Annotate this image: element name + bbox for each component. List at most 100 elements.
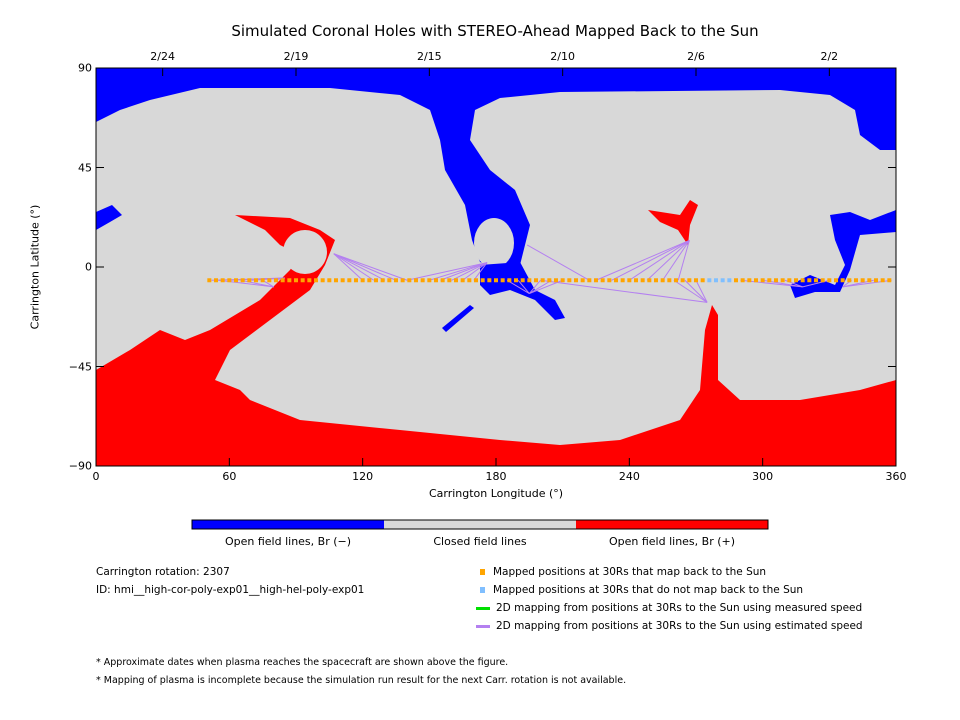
estimated-speed-mapping-line [673, 279, 708, 303]
estimated-speed-mapping-line [333, 253, 397, 281]
mapped-back-point [634, 278, 638, 283]
estimated-speed-mapping-line [473, 262, 488, 281]
mapped-back-point [527, 278, 532, 283]
date-tick-label: 2/6 [687, 50, 705, 63]
y-axis-label: Carrington Latitude (°) [28, 204, 42, 330]
mapped-back-point [807, 278, 812, 283]
mapped-back-point [520, 278, 525, 283]
not-mapped-point [727, 278, 732, 283]
colorbar-closed [384, 520, 576, 529]
mapped-back-point [274, 278, 278, 283]
mapped-back-point [434, 278, 438, 283]
estimated-speed-mapping-line [506, 279, 530, 294]
estimated-speed-mapping-line [517, 279, 530, 294]
estimated-speed-mapping-line [440, 262, 488, 281]
mapped-back-point [280, 278, 285, 283]
legend-entry: Mapped positions at 30Rs that map back t… [476, 566, 766, 578]
estimated-speed-mapping-line [684, 279, 708, 303]
legend-label: 2D mapping from positions at 30Rs to the… [496, 620, 863, 632]
mapped-back-point [614, 278, 618, 283]
estimated-speed-mapping-line [333, 253, 364, 281]
mapped-back-point [474, 278, 478, 283]
line-marker-icon [476, 606, 490, 610]
mapped-back-point [367, 278, 372, 283]
mapped-back-point [747, 278, 752, 283]
positive-open-region-south [96, 215, 896, 466]
estimated-speed-mapping-line [528, 279, 541, 294]
mapped-back-point [547, 278, 552, 283]
mapped-back-point [327, 278, 332, 283]
mapped-back-point [440, 278, 445, 283]
mapped-back-point [780, 278, 785, 283]
x-tick-label: 240 [618, 470, 640, 483]
estimated-speed-mapping-line [462, 262, 488, 281]
mapped-back-point [247, 278, 252, 283]
mapped-back-point [480, 278, 485, 283]
mapped-back-point [734, 278, 738, 283]
estimated-speed-mapping-line [333, 253, 408, 281]
mapped-back-point [754, 278, 758, 283]
mapped-back-point [627, 278, 632, 283]
mapped-back-point [667, 278, 672, 283]
y-tick-label: −45 [68, 360, 92, 373]
estimated-speed-mapping-line [240, 279, 274, 288]
date-tick-label: 2/10 [550, 50, 576, 63]
estimated-speed-mapping-line [529, 279, 552, 294]
mapped-back-point [834, 278, 838, 283]
mapped-back-point [467, 278, 472, 283]
note-1: * Approximate dates when plasma reaches … [96, 657, 509, 668]
date-tick-label: 2/15 [416, 50, 442, 63]
run-id: ID: hmi__high-cor-poly-exp01__high-hel-p… [96, 584, 365, 596]
x-axis-label: Carrington Longitude (°) [428, 487, 564, 500]
x-tick-label: 60 [222, 470, 237, 483]
mapped-back-point [600, 278, 605, 283]
date-tick-label: 2/24 [150, 50, 176, 63]
mapped-back-point [287, 278, 292, 283]
y-tick-label: 90 [78, 61, 92, 75]
mapped-back-point [594, 278, 598, 283]
mapped-back-point [654, 278, 658, 283]
mapped-back-point [647, 278, 652, 283]
mapped-back-point [820, 278, 825, 283]
mapped-back-point [400, 278, 405, 283]
mapped-back-point [574, 278, 578, 283]
mapped-back-point [340, 278, 345, 283]
mapped-back-point [560, 278, 565, 283]
mapped-back-point [347, 278, 352, 283]
mapped-back-point [694, 278, 698, 283]
mapped-back-point [494, 278, 498, 283]
legend-entry: Mapped positions at 30Rs that do not map… [476, 584, 803, 596]
estimated-speed-mapping-line [429, 262, 488, 281]
estimated-speed-mapping-line [451, 262, 488, 281]
mapped-back-point [300, 278, 305, 283]
mapped-back-point [454, 278, 458, 283]
y-tick-label: −90 [68, 459, 92, 473]
colorbar-negative [192, 520, 384, 529]
estimated-speed-mapping-line [695, 280, 708, 303]
mapped-back-point [387, 278, 392, 283]
mapped-back-point [680, 278, 685, 283]
mapped-back-point [554, 278, 558, 283]
date-tick-label: 2/2 [820, 50, 839, 63]
mapped-back-point [447, 278, 452, 283]
mapped-back-point [294, 278, 298, 283]
estimated-speed-mapping-line [802, 279, 830, 288]
estimated-speed-mapping-line [407, 262, 488, 281]
mapped-back-point [760, 278, 765, 283]
positive-open-region-east [648, 200, 698, 245]
legend-label: Mapped positions at 30Rs that do not map… [493, 584, 804, 596]
x-tick-label: 0 [92, 470, 100, 483]
mapped-back-point [220, 278, 225, 283]
negative-open-region-west [96, 205, 122, 230]
not-mapped-point [714, 278, 718, 283]
mapped-back-point [700, 278, 705, 283]
mapped-back-point [267, 278, 272, 283]
mapped-back-point [607, 278, 612, 283]
mapped-back-point [374, 278, 378, 283]
mapped-back-point [354, 278, 358, 283]
mapped-back-point [260, 278, 265, 283]
colorbar-label-closed: Closed field lines [433, 535, 527, 548]
estimated-speed-mapping-line [333, 253, 386, 281]
x-tick-label: 300 [752, 470, 774, 483]
mapped-back-point [847, 278, 852, 283]
